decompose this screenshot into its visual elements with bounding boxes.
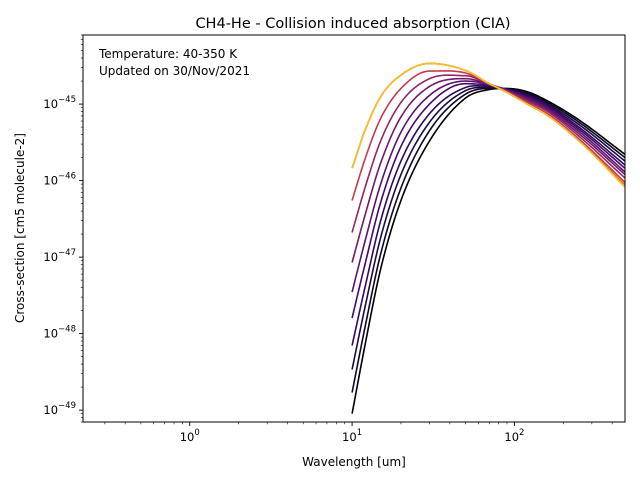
y-tick-label-2: 10−47 — [43, 248, 76, 264]
annotation-box: Temperature: 40-350 K Updated on 30/Nov/… — [98, 47, 250, 78]
series-line-1 — [351, 87, 625, 414]
series-line-9 — [351, 70, 625, 201]
chart-title: CH4-He - Collision induced absorption (C… — [195, 16, 510, 32]
plot-frame — [82, 34, 626, 423]
series-line-5 — [351, 82, 625, 319]
x-axis-label: Wavelength [um] — [302, 455, 406, 469]
series-line-7 — [351, 77, 625, 263]
y-axis: 10−45 10−46 10−47 10−48 10−49 — [43, 34, 83, 423]
y-axis-label: Cross-section [cm5 molecule-2] — [13, 133, 27, 323]
y-tick-label-0: 10−45 — [43, 95, 76, 111]
annotation-updated: Updated on 30/Nov/2021 — [99, 64, 250, 78]
x-tick-label-0: 100 — [180, 428, 200, 444]
y-tick-label-4: 10−49 — [43, 401, 76, 417]
y-tick-label-1: 10−46 — [43, 172, 76, 188]
annotation-temperature: Temperature: 40-350 K — [98, 47, 238, 61]
series-line-4 — [351, 84, 625, 346]
x-tick-label-1: 101 — [342, 428, 362, 444]
x-axis: 100 101 102 — [104, 422, 613, 444]
series-line-3 — [351, 86, 625, 370]
y-tick-label-3: 10−48 — [43, 325, 76, 341]
series-line-6 — [351, 80, 625, 293]
series-line-12 — [351, 62, 625, 188]
series-line-2 — [351, 87, 625, 393]
x-tick-label-2: 102 — [504, 428, 524, 444]
series-line-8 — [351, 74, 625, 233]
series-layer — [351, 62, 625, 414]
